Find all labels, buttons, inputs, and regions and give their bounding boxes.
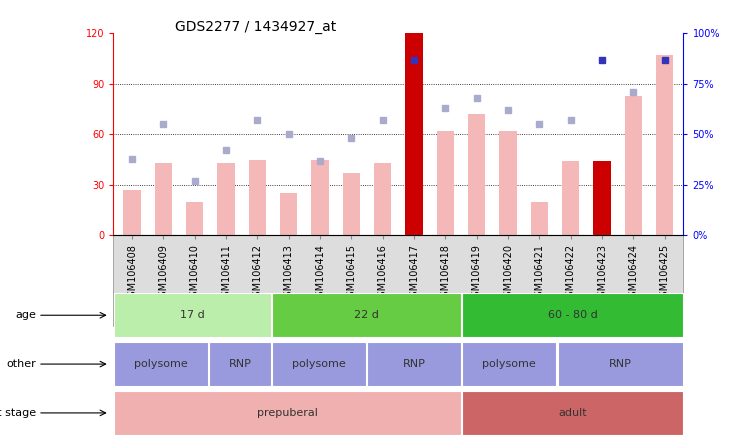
Text: 22 d: 22 d bbox=[355, 310, 379, 320]
Text: other: other bbox=[7, 359, 37, 369]
Bar bbox=[436, 131, 454, 235]
Bar bbox=[562, 161, 579, 235]
Bar bbox=[124, 190, 140, 235]
Bar bbox=[217, 163, 235, 235]
Text: polysome: polysome bbox=[134, 359, 188, 369]
Bar bbox=[625, 95, 642, 235]
Bar bbox=[594, 161, 610, 235]
Bar bbox=[155, 163, 172, 235]
Bar bbox=[406, 33, 423, 235]
Bar bbox=[468, 114, 485, 235]
Text: polysome: polysome bbox=[482, 359, 536, 369]
Text: RNP: RNP bbox=[229, 359, 251, 369]
Text: prepuberal: prepuberal bbox=[257, 408, 318, 418]
Text: age: age bbox=[15, 310, 37, 320]
Bar bbox=[656, 55, 673, 235]
Text: 17 d: 17 d bbox=[180, 310, 205, 320]
Bar bbox=[531, 202, 548, 235]
Bar bbox=[343, 173, 360, 235]
Bar bbox=[499, 131, 517, 235]
Bar bbox=[249, 159, 266, 235]
Bar bbox=[186, 202, 203, 235]
Text: development stage: development stage bbox=[0, 408, 37, 418]
Bar bbox=[280, 193, 298, 235]
Text: RNP: RNP bbox=[609, 359, 632, 369]
Bar bbox=[311, 159, 329, 235]
Bar bbox=[374, 163, 391, 235]
Text: adult: adult bbox=[558, 408, 587, 418]
Text: polysome: polysome bbox=[292, 359, 346, 369]
Text: 60 - 80 d: 60 - 80 d bbox=[548, 310, 597, 320]
Text: RNP: RNP bbox=[403, 359, 425, 369]
Text: GDS2277 / 1434927_at: GDS2277 / 1434927_at bbox=[175, 20, 336, 34]
